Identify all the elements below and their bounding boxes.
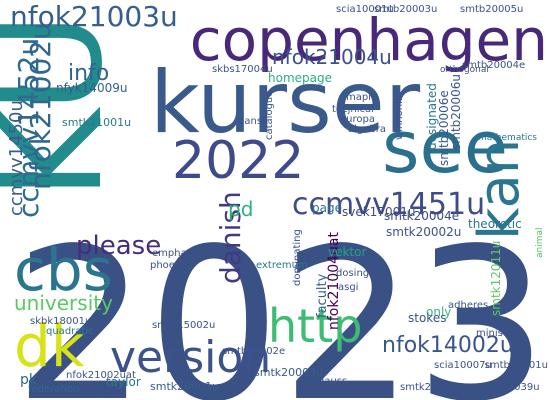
word-pd: pd: [228, 197, 253, 221]
word-dansk: dansk: [238, 116, 268, 127]
word-theoretic: theoretic: [468, 217, 522, 231]
word-cbs: cbs: [14, 236, 113, 304]
word-info: info: [68, 61, 109, 86]
word-smtk20003u: smtk20003u: [254, 366, 323, 379]
word-ccmvv1450u: ccmvv1450u: [6, 100, 27, 216]
word-http: http: [268, 299, 362, 353]
word-nfyk14009u: nfyk14009u: [56, 81, 127, 95]
word-smtb20006e: smtb20006e: [437, 90, 451, 166]
word-scia10001u: scia10001u: [336, 4, 394, 15]
word-nfok14002u: nfok14002u: [382, 333, 514, 358]
word-gauss: gauss: [318, 376, 347, 387]
word-nfok21004u: nfok21004u: [272, 45, 392, 69]
word-danish: danish: [214, 191, 247, 284]
word-smtb20004e: smtb20004e: [462, 60, 525, 71]
word-please: please: [76, 231, 161, 261]
word-asgi: asgi: [338, 282, 358, 293]
word-skbk18001u: skbk18001u: [30, 316, 91, 327]
word-nfok21002uat: nfok21002uat: [66, 370, 136, 381]
word-ccmvv1452u: ccmvv1452u: [12, 38, 45, 218]
word-see: see: [382, 105, 508, 189]
word-smtk12011u: smtk12011u: [489, 241, 503, 316]
word-maple: maple: [346, 92, 377, 103]
word-ccmvv1451u: ccmvv1451u: [292, 187, 485, 222]
word-smtb20005u: smtb20005u: [460, 4, 523, 15]
word-winnonlin: winnonlin: [394, 92, 405, 140]
word-nfok21003u: nfok21003u: [10, 0, 178, 33]
word-kan: kan: [467, 139, 532, 240]
word-page: page: [312, 201, 342, 215]
word-only: only: [426, 305, 451, 319]
word-version: version: [110, 332, 271, 383]
word-quadratic: quadratic: [46, 326, 94, 337]
word-europa: europa: [340, 114, 375, 125]
word-extremum: extremum: [256, 260, 308, 271]
word-vektor: vektor: [328, 245, 366, 259]
word-orthogonal: orthogonal: [440, 65, 489, 75]
word-federation: federation: [28, 384, 80, 395]
word-smtb20002e: smtb20002e: [222, 346, 285, 357]
word-smtb17001u: smtb17001u: [485, 360, 548, 371]
word-skbs17004u: skbs17004u: [212, 64, 273, 75]
word-pk: pk: [20, 372, 38, 388]
word-nfyk14039u: nfyk14039u: [480, 382, 540, 393]
word-designated: designated: [425, 83, 439, 150]
word-nfok21004uat: nfok21004uat: [326, 232, 342, 330]
word-taylor: taylor: [106, 375, 141, 389]
word-university: university: [14, 291, 113, 315]
word-kurser: kurser: [150, 53, 421, 153]
word-copenhagen: copenhagen: [190, 6, 548, 74]
word-smtb20006u: smtb20006u: [449, 74, 463, 150]
word-animal: animal: [535, 227, 545, 258]
word-adheres: adheres: [448, 300, 488, 311]
word-scia10007u: scia10007u: [434, 360, 492, 371]
word-smtk20001u: smtk20001u: [150, 380, 219, 393]
word-catalogue: catalogue: [264, 91, 275, 140]
word-smtk20004e: smtk20004e: [384, 209, 459, 223]
word-svek17001u: svek17001u: [342, 205, 415, 219]
word-smtk20002u: smtk20002u: [386, 225, 461, 239]
word-phoenix: phoenix: [150, 260, 190, 271]
word-homepage: homepage: [268, 71, 332, 85]
word-ku: KU: [0, 12, 133, 200]
word-smtk20002e: smtk20002e: [400, 382, 463, 393]
word-ministry: ministry: [476, 328, 517, 339]
word-dk: dk: [14, 312, 85, 380]
word-dominating: dominating: [292, 229, 303, 286]
word-nfok21002u: nfok21002u: [24, 22, 57, 190]
word-smtb15002u: smtb15002u: [152, 320, 215, 331]
word-faculty: faculty: [315, 273, 330, 318]
word-tecjnical: tecjnical: [332, 104, 374, 115]
word-stokes: stokes: [408, 311, 446, 325]
word-smtk21001u: smtk21001u: [62, 116, 131, 129]
word-mathematics: mathematics: [478, 133, 537, 143]
word-2023: 2023: [14, 203, 548, 400]
word-dosing: dosing: [336, 268, 369, 279]
word-emphazis: emphazis: [152, 248, 200, 259]
word-smtb20003u: smtb20003u: [374, 4, 437, 15]
word-algebra: algebra: [348, 124, 386, 135]
word-2022: 2022: [172, 131, 304, 191]
